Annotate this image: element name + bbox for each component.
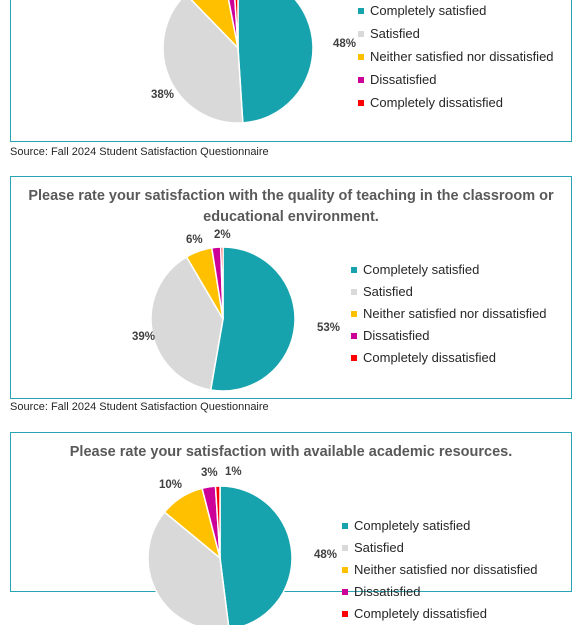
legend-swatch xyxy=(342,544,348,551)
legend-3: Completely satisfied Satisfied Neither sat… xyxy=(342,515,538,625)
legend-label: Satisfied xyxy=(354,540,404,555)
legend-swatch xyxy=(351,288,357,295)
legend-item: Neither satisfied nor dissatisfied xyxy=(351,303,547,325)
chart-panel-2: Please rate your satisfaction with the q… xyxy=(10,176,572,399)
pie-slice-2 xyxy=(150,255,224,391)
pie-slice-1 xyxy=(219,485,293,625)
pie-chart-2: 53% 39% 6% 2% xyxy=(132,229,340,392)
legend-item: Dissatisfied xyxy=(351,325,547,347)
pie-slice-3 xyxy=(190,0,240,51)
legend-swatch xyxy=(358,99,364,106)
chart-panel-3: Please rate your satisfaction with avail… xyxy=(10,432,572,625)
legend-swatch xyxy=(342,610,348,617)
legend-swatch xyxy=(358,7,364,14)
legend-label: Dissatisfied xyxy=(363,328,430,343)
legend-swatch xyxy=(351,332,357,339)
legend-item: Satisfied xyxy=(351,281,547,303)
data-label-5: 1% xyxy=(225,466,242,478)
chart-title-3: Please rate your satisfaction with avail… xyxy=(69,444,513,460)
source-note-1: Source: Fall 2024 Student Satisfaction Q… xyxy=(10,146,269,158)
legend-item: Dissatisfied xyxy=(358,68,554,91)
legend-item: Satisfied xyxy=(342,537,538,559)
legend-item: Completely dissatisfied xyxy=(358,91,554,114)
legend-label: Completely dissatisfied xyxy=(363,350,496,365)
data-label-3: 10% xyxy=(159,479,182,491)
legend-swatch xyxy=(358,30,364,37)
pie-slice-5 xyxy=(219,246,224,320)
legend-label: Satisfied xyxy=(363,284,413,299)
legend-label: Dissatisfied xyxy=(354,584,421,599)
legend-label: Dissatisfied xyxy=(370,72,437,87)
legend-swatch xyxy=(358,53,364,60)
source-note-2: Source: Fall 2024 Student Satisfaction Q… xyxy=(10,401,269,413)
legend-1: Completely satisfied Satisfied Neither sat… xyxy=(358,0,554,114)
legend-item: Completely dissatisfied xyxy=(351,347,547,369)
legend-item: Completely satisfied xyxy=(351,259,547,281)
legend-item: Completely dissatisfied xyxy=(342,603,538,625)
legend-swatch xyxy=(342,588,348,595)
chart-panel-1: 48% 38% Completely satisfied Satisfied Neit… xyxy=(10,0,572,142)
legend-item: Completely satisfied xyxy=(358,0,554,22)
legend-swatch xyxy=(351,310,357,317)
legend-label: Neither satisfied nor dissatisfied xyxy=(370,49,554,64)
legend-swatch xyxy=(358,76,364,83)
legend-label: Satisfied xyxy=(370,26,420,41)
legend-2: Completely satisfied Satisfied Neither sat… xyxy=(351,259,547,369)
data-label-2: 39% xyxy=(132,331,155,343)
pie-slice-5 xyxy=(234,0,239,49)
data-label-4: 2% xyxy=(214,229,231,241)
pie-slice-1 xyxy=(237,0,314,124)
pie-chart-1: 48% 38% xyxy=(151,0,356,124)
pie-slice-2 xyxy=(162,0,244,124)
data-label-2: 38% xyxy=(151,89,174,101)
data-label-1: 48% xyxy=(333,38,356,50)
chart-title-2: Please rate your satisfaction with the q… xyxy=(28,188,554,225)
legend-item: Neither satisfied nor dissatisfied xyxy=(342,559,538,581)
data-label-1: 48% xyxy=(314,549,337,561)
legend-label: Completely satisfied xyxy=(354,518,471,533)
legend-swatch xyxy=(342,566,348,573)
data-label-3: 6% xyxy=(186,234,203,246)
pie-slice-5 xyxy=(214,485,221,559)
legend-label: Neither satisfied nor dissatisfied xyxy=(363,306,547,321)
legend-label: Neither satisfied nor dissatisfied xyxy=(354,562,538,577)
data-label-1: 53% xyxy=(317,322,340,334)
legend-label: Completely dissatisfied xyxy=(354,606,487,621)
legend-swatch xyxy=(351,354,357,361)
legend-label: Completely satisfied xyxy=(363,262,480,277)
legend-item: Neither satisfied nor dissatisfied xyxy=(358,45,554,68)
legend-swatch xyxy=(351,266,357,273)
legend-item: Satisfied xyxy=(358,22,554,45)
legend-label: Completely satisfied xyxy=(370,3,487,18)
pie-slice-1 xyxy=(209,246,296,392)
legend-label: Completely dissatisfied xyxy=(370,95,503,110)
legend-item: Completely satisfied xyxy=(342,515,538,537)
legend-swatch xyxy=(342,522,348,529)
data-label-4: 3% xyxy=(201,467,218,479)
legend-item: Dissatisfied xyxy=(342,581,538,603)
